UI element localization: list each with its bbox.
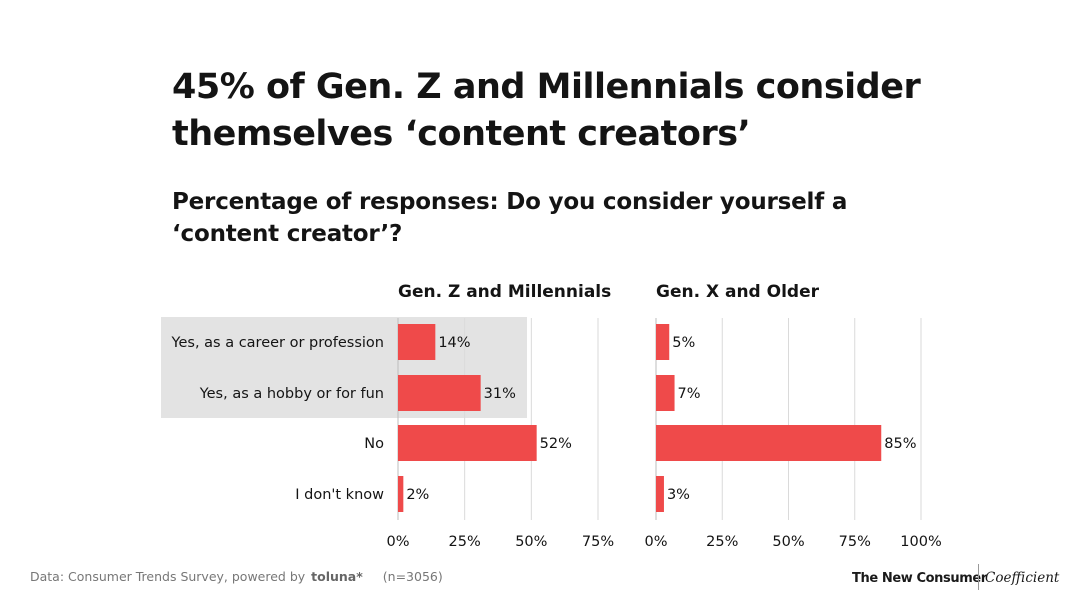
bar	[398, 375, 481, 411]
tick-label: 75%	[839, 534, 871, 550]
bar	[398, 476, 404, 512]
bar	[656, 476, 664, 512]
brand-divider	[978, 564, 979, 590]
data-label: 31%	[484, 386, 516, 402]
panel-title: Gen. X and Older	[656, 282, 820, 302]
data-label: 14%	[438, 335, 470, 351]
category-label: Yes, as a career or profession	[171, 335, 384, 351]
category-label: No	[364, 436, 384, 452]
tick-label: 50%	[515, 534, 547, 550]
toluna-logo: toluna*	[311, 569, 363, 584]
bar	[656, 324, 670, 360]
brand-the-new-consumer: The New Consumer	[852, 570, 987, 586]
data-label: 7%	[678, 386, 701, 402]
panel-title: Gen. Z and Millennials	[398, 282, 611, 302]
source-note: Data: Consumer Trends Survey, powered by…	[30, 569, 443, 584]
bar	[398, 425, 537, 461]
tick-label: 100%	[900, 534, 941, 550]
data-label: 2%	[406, 487, 429, 503]
tick-label: 25%	[449, 534, 481, 550]
data-label: 5%	[672, 335, 695, 351]
bar	[656, 375, 675, 411]
chart-title: 45% of Gen. Z and Millennials consider t…	[172, 67, 921, 154]
source-text: Data: Consumer Trends Survey, powered by	[30, 569, 306, 584]
category-label: Yes, as a hobby or for fun	[199, 386, 384, 402]
tick-label: 0%	[644, 534, 667, 550]
tick-label: 25%	[706, 534, 738, 550]
tick-label: 50%	[772, 534, 804, 550]
data-label: 3%	[667, 487, 690, 503]
data-label: 52%	[540, 436, 572, 452]
bar	[398, 324, 436, 360]
bar	[656, 425, 882, 461]
tick-label: 0%	[386, 534, 409, 550]
data-label: 85%	[884, 436, 916, 452]
category-label: I don't know	[295, 487, 384, 503]
bar-chart: Yes, as a career or profession Yes, as a …	[161, 282, 942, 550]
chart-subtitle: Percentage of responses: Do you consider…	[172, 189, 848, 247]
sample-size: (n=3056)	[382, 569, 443, 584]
tick-label: 75%	[582, 534, 614, 550]
brand-coefficient: Coefficient	[985, 570, 1060, 586]
